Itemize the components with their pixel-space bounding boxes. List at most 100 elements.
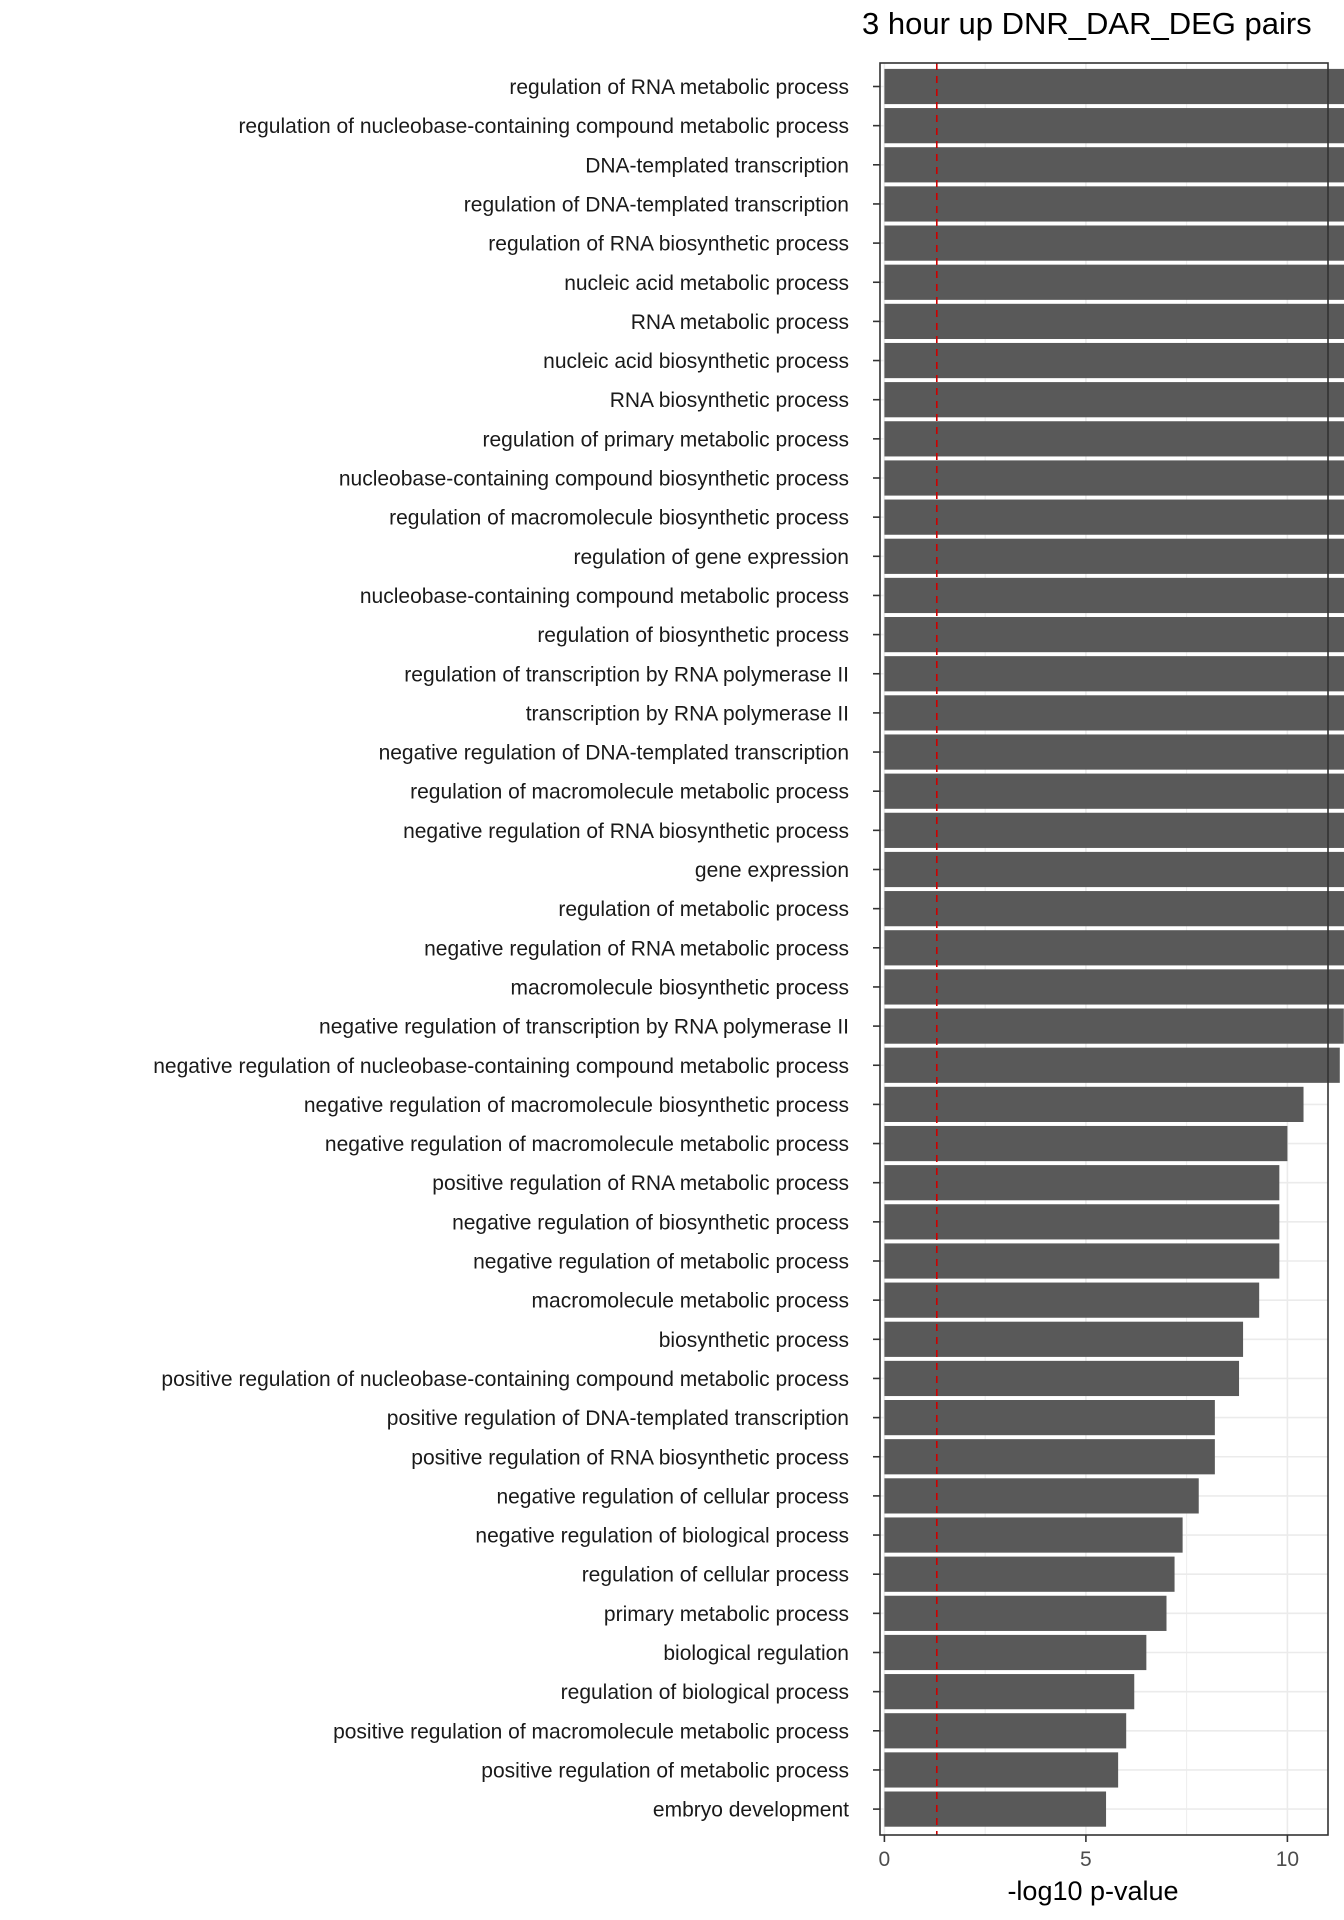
bar	[884, 1674, 1135, 1710]
bar	[884, 1595, 1167, 1631]
category-label: regulation of primary metabolic process	[483, 428, 850, 451]
bar	[884, 1360, 1240, 1397]
bar	[884, 538, 1344, 574]
category-label: negative regulation of DNA-templated tra…	[379, 742, 849, 765]
category-label: regulation of gene expression	[573, 546, 849, 569]
bar	[884, 68, 1344, 105]
category-label: nucleobase-containing compound biosynthe…	[339, 468, 849, 491]
category-label: regulation of cellular process	[582, 1564, 849, 1587]
category-label: negative regulation of biological proces…	[475, 1525, 849, 1548]
bar	[884, 812, 1344, 848]
bar	[884, 1321, 1244, 1357]
bar	[884, 108, 1344, 144]
bar	[884, 851, 1344, 888]
category-label: regulation of macromolecule biosynthetic…	[389, 507, 849, 530]
bar	[884, 1125, 1288, 1162]
category-label: negative regulation of macromolecule met…	[325, 1133, 849, 1156]
category-label: positive regulation of RNA metabolic pro…	[432, 1172, 849, 1195]
bar	[884, 1517, 1183, 1553]
bar	[884, 421, 1344, 457]
bar	[884, 1204, 1280, 1240]
category-label: macromolecule biosynthetic process	[511, 976, 849, 999]
category-label: negative regulation of cellular process	[496, 1485, 849, 1508]
category-label: regulation of metabolic process	[558, 898, 849, 921]
bar	[884, 147, 1344, 183]
bar	[884, 1165, 1280, 1201]
category-label: regulation of RNA metabolic process	[509, 76, 849, 99]
bar	[884, 1752, 1119, 1788]
bar	[884, 1400, 1215, 1436]
bar	[884, 1282, 1260, 1318]
category-labels: regulation of RNA metabolic process regul…	[153, 76, 880, 1822]
category-label: regulation of biosynthetic process	[537, 624, 849, 647]
bar	[884, 1634, 1147, 1671]
x-tick-label: 10	[1276, 1848, 1299, 1871]
x-axis-title: -log10 p-value	[1007, 1876, 1178, 1906]
x-tick-label: 0	[879, 1848, 891, 1871]
category-label: negative regulation of RNA metabolic pro…	[424, 937, 849, 960]
bar	[884, 734, 1344, 770]
category-label: gene expression	[695, 859, 849, 882]
category-label: RNA biosynthetic process	[610, 389, 849, 412]
category-label: biosynthetic process	[659, 1329, 849, 1352]
category-label: negative regulation of transcription by …	[319, 1016, 849, 1039]
x-axis-ticks: 05101520	[879, 1835, 1299, 1871]
bar	[884, 1791, 1107, 1827]
category-label: regulation of macromolecule metabolic pr…	[410, 781, 849, 804]
bar	[884, 577, 1344, 614]
category-label: nucleic acid metabolic process	[564, 272, 849, 295]
category-label: positive regulation of metabolic process	[481, 1759, 849, 1782]
bar	[884, 225, 1344, 261]
category-label: nucleic acid biosynthetic process	[543, 350, 849, 373]
bar	[884, 695, 1344, 731]
bar	[884, 1047, 1340, 1083]
category-label: positive regulation of macromolecule met…	[333, 1720, 849, 1743]
category-label: negative regulation of RNA biosynthetic …	[403, 820, 849, 843]
bar	[884, 930, 1344, 966]
bar	[884, 1008, 1344, 1044]
bar	[884, 1556, 1175, 1592]
category-label: positive regulation of nucleobase-contai…	[161, 1368, 849, 1391]
category-label: regulation of DNA-templated transcriptio…	[464, 193, 849, 216]
bar	[884, 342, 1344, 379]
category-label: negative regulation of metabolic process	[473, 1251, 849, 1274]
category-label: negative regulation of nucleobase-contai…	[153, 1055, 849, 1078]
bar	[884, 186, 1344, 222]
bar	[884, 1478, 1199, 1514]
category-label: positive regulation of RNA biosynthetic …	[411, 1446, 849, 1469]
category-label: DNA-templated transcription	[585, 154, 849, 177]
category-label: macromolecule metabolic process	[532, 1290, 849, 1313]
bars	[884, 68, 1344, 1827]
category-label: negative regulation of macromolecule bio…	[304, 1094, 849, 1117]
category-label: biological regulation	[663, 1642, 849, 1665]
x-tick-label: 5	[1080, 1848, 1092, 1871]
plot-panel-border	[879, 62, 1329, 1836]
category-label: regulation of biological process	[561, 1681, 849, 1704]
bar	[884, 382, 1344, 418]
bar	[884, 460, 1344, 496]
category-label: regulation of nucleobase-containing comp…	[238, 115, 849, 138]
category-label: embryo development	[653, 1799, 849, 1822]
category-label: negative regulation of biosynthetic proc…	[452, 1211, 849, 1234]
category-label: RNA metabolic process	[631, 311, 849, 334]
category-label: primary metabolic process	[604, 1603, 849, 1626]
bar	[884, 656, 1344, 692]
bar	[884, 264, 1344, 300]
bar	[884, 1086, 1304, 1122]
category-label: regulation of transcription by RNA polym…	[404, 663, 849, 686]
bar	[884, 773, 1344, 809]
bar	[884, 1243, 1280, 1279]
bar	[884, 303, 1344, 339]
bar	[884, 617, 1344, 653]
bar	[884, 891, 1344, 927]
bar	[884, 499, 1344, 535]
category-label: positive regulation of DNA-templated tra…	[387, 1407, 849, 1430]
category-label: regulation of RNA biosynthetic process	[488, 233, 849, 256]
category-label: nucleobase-containing compound metabolic…	[360, 585, 849, 608]
bar	[884, 1439, 1215, 1475]
bar	[884, 1713, 1127, 1749]
chart-title: 3 hour up DNR_DAR_DEG pairs	[862, 6, 1312, 41]
category-label: transcription by RNA polymerase II	[526, 702, 849, 725]
bar	[884, 969, 1344, 1005]
